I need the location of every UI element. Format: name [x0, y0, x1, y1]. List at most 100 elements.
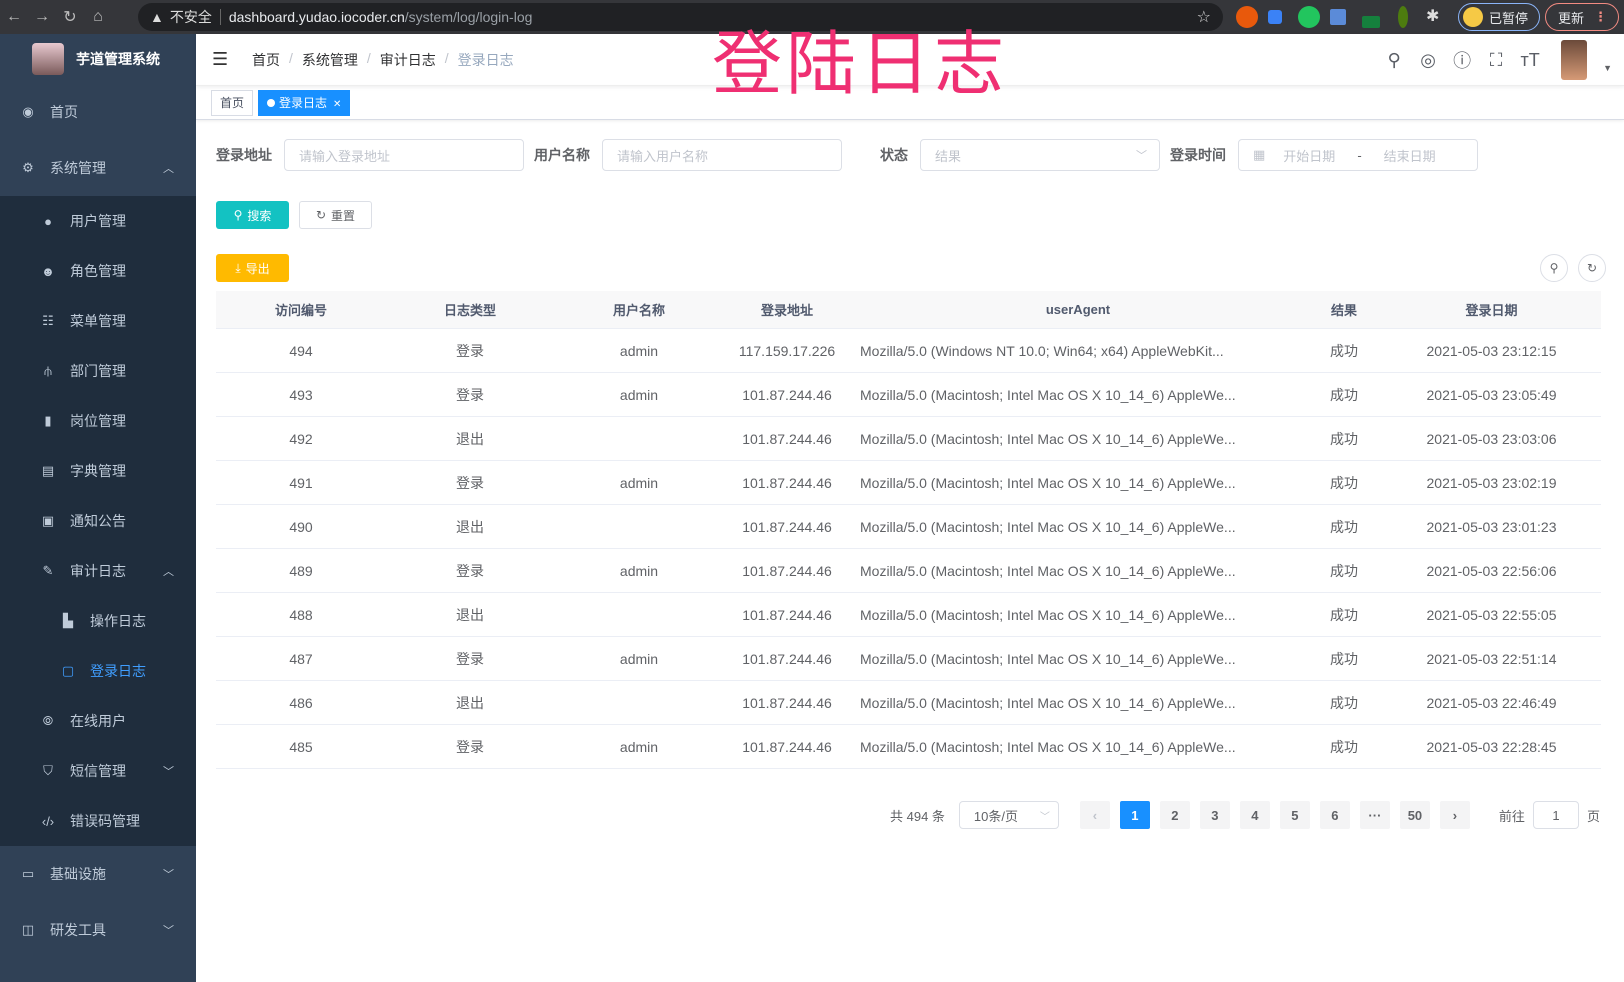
sidebar-item-infra[interactable]: ▭ 基础设施 ﹀ — [0, 846, 196, 902]
table-cell: 退出 — [456, 606, 484, 623]
table-cell: 494 — [289, 342, 313, 359]
home-icon[interactable]: ⌂ — [93, 8, 103, 25]
table-cell: 101.87.244.46 — [742, 606, 832, 623]
table-cell: 成功 — [1330, 562, 1358, 579]
tag-home[interactable]: 首页 — [211, 89, 254, 116]
sidebar-item-dept[interactable]: ⫛ 部门管理 — [0, 346, 196, 396]
message-icon: ▣ — [41, 513, 55, 528]
username-input[interactable]: 请输入用户名称 — [602, 139, 842, 171]
hamburger-icon[interactable]: ☰ — [212, 49, 229, 69]
page-button[interactable]: 1 — [1119, 801, 1150, 829]
address-input[interactable]: 请输入登录地址 — [284, 139, 524, 171]
breadcrumb-item[interactable]: 审计日志 — [379, 51, 436, 68]
page-size-select[interactable]: 10条/页 ﹀ — [958, 801, 1059, 829]
extension-icon[interactable] — [1362, 16, 1380, 28]
chevron-up-icon: ︿ — [163, 163, 174, 175]
caret-down-icon[interactable]: ▼ — [1603, 63, 1612, 73]
page-button[interactable]: 6 — [1319, 801, 1350, 829]
update-button[interactable]: 更新 ⋮ — [1545, 3, 1619, 31]
sidebar-item-error-code[interactable]: ‹/› 错误码管理 — [0, 796, 196, 846]
online-icon: ⦾ — [42, 713, 54, 728]
refresh-button[interactable]: ↻ — [1578, 254, 1606, 282]
profile-button[interactable]: 已暂停 — [1458, 3, 1540, 31]
goto-page-input[interactable]: 1 — [1532, 801, 1579, 829]
sidebar-item-user[interactable]: ● 用户管理 — [0, 196, 196, 246]
chevron-down-icon: ﹀ — [163, 869, 174, 881]
page-button[interactable]: 2 — [1159, 801, 1190, 829]
menu-label: 短信管理 — [70, 763, 126, 779]
address-label: 登录地址 — [216, 147, 272, 163]
table-cell: Mozilla/5.0 (Macintosh; Intel Mac OS X 1… — [860, 562, 1236, 579]
url-path: /system/log/login-log — [404, 9, 533, 25]
tag-login-log[interactable]: 登录日志 ✕ — [258, 89, 351, 116]
prev-page-button[interactable]: ‹ — [1079, 801, 1110, 829]
toggle-search-button[interactable]: ⚲ — [1540, 254, 1568, 282]
sidebar-item-notice[interactable]: ▣ 通知公告 — [0, 496, 196, 546]
refresh-icon: ↻ — [1586, 261, 1598, 275]
next-page-button[interactable]: › — [1439, 801, 1470, 829]
menu-label: 审计日志 — [70, 563, 126, 579]
back-icon[interactable]: ← — [6, 8, 22, 25]
status-select[interactable]: 结果 ﹀ — [920, 139, 1160, 171]
search-icon[interactable]: ⚲ — [1387, 49, 1401, 70]
sidebar-item-audit-log[interactable]: ✎ 审计日志 ︿ — [0, 546, 196, 596]
breadcrumb-item[interactable]: 系统管理 — [301, 51, 358, 68]
extension-icon[interactable] — [1330, 9, 1346, 25]
table-cell: 101.87.244.46 — [742, 474, 832, 491]
reload-icon[interactable]: ↻ — [63, 9, 77, 26]
page-button[interactable]: 3 — [1199, 801, 1230, 829]
table-cell: 101.87.244.46 — [742, 738, 832, 755]
sidebar-item-home[interactable]: ◉ 首页 — [0, 84, 196, 140]
extension-icon[interactable] — [1268, 10, 1282, 24]
table-cell: 退出 — [456, 430, 484, 447]
forward-icon[interactable]: → — [34, 8, 50, 25]
monitor-icon: ▭ — [21, 866, 35, 881]
extension-icon[interactable] — [1298, 6, 1320, 28]
sidebar-item-login-log[interactable]: ▢ 登录日志 — [0, 646, 196, 696]
close-icon[interactable]: ✕ — [333, 98, 342, 110]
breadcrumb-item[interactable]: 首页 — [252, 51, 280, 68]
search-button[interactable]: ⚲ 搜索 — [216, 201, 289, 229]
export-button[interactable]: ⤓ 导出 — [216, 254, 289, 282]
sidebar-item-dict[interactable]: ▤ 字典管理 — [0, 446, 196, 496]
menu-label: 操作日志 — [90, 613, 146, 629]
sidebar-item-sms[interactable]: ⛉ 短信管理 ﹀ — [0, 746, 196, 796]
bookmark-star-icon[interactable]: ☆ — [1196, 9, 1211, 26]
puzzle-icon[interactable]: ✱ — [1426, 8, 1440, 25]
more-pages-button[interactable]: ··· — [1359, 801, 1390, 829]
sidebar-item-devtools[interactable]: ◫ 研发工具 ﹀ — [0, 902, 196, 958]
menu-label: 菜单管理 — [70, 313, 126, 329]
sidebar-item-role[interactable]: ☻ 角色管理 — [0, 246, 196, 296]
table-cell: 491 — [289, 474, 313, 491]
sidebar-item-post[interactable]: ▮ 岗位管理 — [0, 396, 196, 446]
chevron-down-icon: ﹀ — [163, 766, 174, 778]
date-range-picker[interactable]: ▦ 开始日期 - 结束日期 — [1238, 139, 1478, 171]
extension-icon[interactable] — [1398, 6, 1408, 28]
fullscreen-icon[interactable]: ⛶ — [1489, 49, 1503, 70]
avatar[interactable] — [1561, 40, 1588, 80]
table-cell: 2021-05-03 23:12:15 — [1426, 342, 1557, 359]
github-icon[interactable]: ◎ — [1420, 49, 1436, 70]
table-cell: 2021-05-03 23:03:06 — [1426, 430, 1557, 447]
sidebar-item-operate-log[interactable]: ▙ 操作日志 — [0, 596, 196, 646]
sidebar-item-online-user[interactable]: ⦾ 在线用户 — [0, 696, 196, 746]
column-header: 登录地址 — [760, 303, 813, 318]
sidebar-item-menu[interactable]: ☷ 菜单管理 — [0, 296, 196, 346]
menu-label: 用户管理 — [70, 213, 126, 229]
font-size-icon[interactable]: ᴛT — [1520, 49, 1540, 70]
table-cell: 退出 — [456, 694, 484, 711]
page-button[interactable]: 5 — [1279, 801, 1310, 829]
table-cell: 117.159.17.226 — [738, 342, 836, 359]
extension-icon[interactable] — [1236, 6, 1258, 28]
address-bar[interactable]: ▲ 不安全 dashboard.yudao.iocoder.cn/system/… — [138, 3, 1223, 31]
sidebar-item-system[interactable]: ⚙ 系统管理 ︿ — [0, 140, 196, 196]
button-label: 搜索 — [247, 208, 272, 223]
logo[interactable]: 芋道管理系统 — [0, 34, 196, 84]
reset-button[interactable]: ↻ 重置 — [299, 201, 372, 229]
table-cell: admin — [619, 474, 659, 491]
table-cell: 登录 — [456, 562, 484, 579]
page-button[interactable]: 50 — [1399, 801, 1430, 829]
table-cell: 退出 — [456, 518, 484, 535]
question-icon[interactable]: ⓘ — [1453, 51, 1472, 71]
page-button[interactable]: 4 — [1239, 801, 1270, 829]
